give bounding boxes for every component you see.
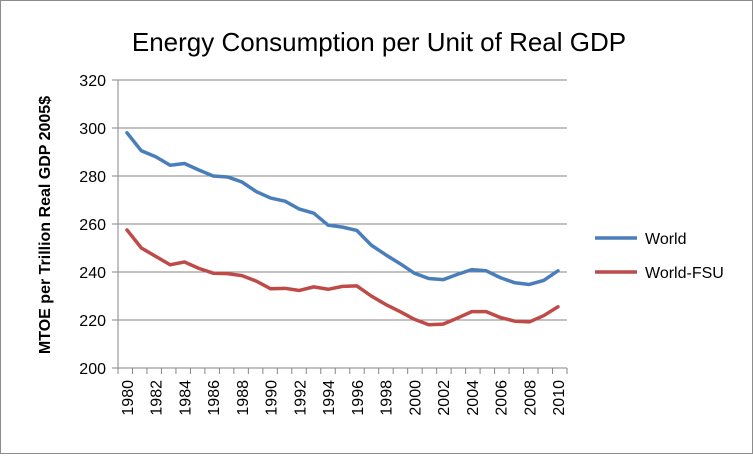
- series-line-0: [125, 131, 560, 287]
- x-tick-label: 2008: [522, 380, 539, 416]
- chart-title: Energy Consumption per Unit of Real GDP: [132, 27, 626, 57]
- legend: World World-FSU: [595, 231, 724, 282]
- gridlines: [118, 79, 567, 321]
- y-tick-label: 320: [79, 73, 106, 90]
- y-tick-label: 280: [79, 169, 106, 186]
- x-tick-label: 1980: [120, 380, 137, 416]
- x-tick-label: 2004: [465, 380, 482, 416]
- x-tick-label: 2002: [436, 380, 453, 416]
- x-tick-labels: 1980 1982 1984 1986 1988 1990 1992 1994 1996 1998…: [120, 380, 568, 416]
- series-line-1: [125, 228, 560, 327]
- axes: [112, 79, 568, 374]
- y-tick-label: 260: [79, 217, 106, 234]
- x-tick-label: 1988: [235, 380, 252, 416]
- x-tick-label: 1990: [264, 380, 281, 416]
- y-tick-label: 240: [79, 265, 106, 282]
- y-tick-labels: 200 220 240 260 280 300 320: [79, 73, 106, 378]
- legend-label-1: World-FSU: [645, 265, 724, 282]
- x-tick-label: 2006: [494, 380, 511, 416]
- x-tick-label: 2010: [551, 380, 568, 416]
- x-tick-label: 1992: [292, 380, 309, 416]
- x-tick-label: 1982: [149, 380, 166, 416]
- series-lines: [125, 131, 560, 327]
- legend-label-0: World: [645, 231, 687, 248]
- y-axis-label: MTOE per Trillion Real GDP 2005$: [37, 96, 54, 354]
- y-tick-label: 300: [79, 121, 106, 138]
- x-tick-label: 2000: [407, 380, 424, 416]
- x-tick-label: 1984: [177, 380, 194, 416]
- y-tick-label: 220: [79, 313, 106, 330]
- x-tick-label: 1998: [379, 380, 396, 416]
- x-tick-label: 1996: [350, 380, 367, 416]
- x-tick-label: 1994: [321, 380, 338, 416]
- x-tick-label: 1986: [206, 380, 223, 416]
- y-tick-label: 200: [79, 361, 106, 378]
